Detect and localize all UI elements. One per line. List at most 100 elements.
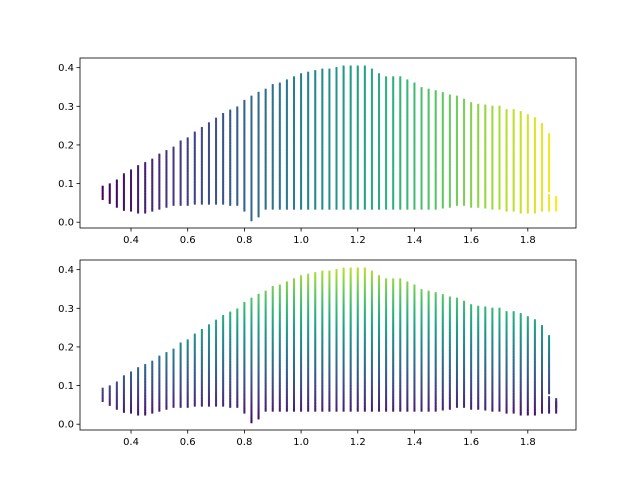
scatter-point bbox=[215, 139, 218, 142]
scatter-point bbox=[222, 140, 225, 143]
scatter-point bbox=[342, 190, 345, 193]
scatter-point bbox=[300, 152, 303, 155]
scatter-point bbox=[229, 356, 232, 359]
scatter-point bbox=[271, 122, 274, 125]
scatter-point bbox=[300, 119, 303, 122]
scatter-point bbox=[172, 365, 175, 368]
scatter-point bbox=[321, 167, 324, 170]
scatter-point bbox=[222, 148, 225, 151]
scatter-point bbox=[257, 210, 260, 213]
scatter-point bbox=[498, 111, 501, 114]
scatter-point bbox=[406, 96, 409, 99]
scatter-point bbox=[370, 153, 373, 156]
scatter-point bbox=[193, 179, 196, 182]
scatter-point bbox=[229, 334, 232, 337]
scatter-point bbox=[200, 353, 203, 356]
scatter-point bbox=[363, 87, 366, 90]
scatter-point bbox=[307, 155, 310, 158]
scatter-point bbox=[370, 173, 373, 176]
scatter-point bbox=[236, 151, 239, 154]
scatter-point bbox=[215, 332, 218, 335]
scatter-point bbox=[222, 173, 225, 176]
scatter-point bbox=[229, 385, 232, 388]
scatter-point bbox=[130, 189, 133, 192]
scatter-point bbox=[271, 139, 274, 142]
scatter-point bbox=[186, 384, 189, 387]
scatter-point bbox=[342, 79, 345, 82]
scatter-point bbox=[399, 94, 402, 97]
scatter-point bbox=[151, 189, 154, 192]
scatter-point bbox=[278, 85, 281, 88]
scatter-point bbox=[222, 328, 225, 331]
scatter-point bbox=[356, 87, 359, 90]
scatter-point bbox=[122, 395, 125, 398]
scatter-point bbox=[229, 311, 232, 314]
scatter-point bbox=[540, 141, 543, 144]
scatter-point bbox=[406, 121, 409, 124]
scatter-point bbox=[151, 408, 154, 411]
scatter-point bbox=[349, 76, 352, 79]
scatter-point bbox=[321, 116, 324, 119]
scatter-point bbox=[441, 140, 444, 143]
scatter-point bbox=[321, 104, 324, 107]
scatter-point bbox=[186, 395, 189, 397]
scatter-point bbox=[505, 177, 508, 180]
scatter-point bbox=[385, 124, 388, 127]
scatter-point bbox=[243, 102, 246, 105]
scatter-point bbox=[406, 150, 409, 153]
scatter-point bbox=[215, 327, 218, 330]
scatter-point bbox=[172, 182, 175, 185]
scatter-point bbox=[512, 158, 515, 161]
y-tick-label: 0.2 bbox=[58, 140, 74, 151]
scatter-point bbox=[285, 135, 288, 138]
scatter-point bbox=[540, 197, 543, 200]
scatter-point bbox=[271, 124, 274, 127]
scatter-point bbox=[264, 147, 267, 150]
scatter-point bbox=[434, 164, 437, 167]
scatter-point bbox=[250, 211, 253, 214]
scatter-point bbox=[215, 130, 218, 133]
scatter-point bbox=[285, 170, 288, 173]
scatter-point bbox=[243, 129, 246, 132]
scatter-point bbox=[455, 159, 458, 161]
scatter-point bbox=[300, 201, 303, 204]
scatter-point bbox=[108, 397, 111, 400]
scatter-point bbox=[179, 186, 182, 189]
scatter-point bbox=[115, 190, 118, 193]
scatter-point bbox=[137, 381, 140, 384]
scatter-point bbox=[165, 369, 168, 372]
scatter-point bbox=[434, 114, 437, 117]
scatter-point bbox=[158, 384, 161, 387]
scatter-point bbox=[215, 336, 218, 339]
scatter-point bbox=[328, 179, 331, 182]
scatter-point bbox=[491, 165, 494, 168]
scatter-point bbox=[130, 399, 133, 402]
scatter-point bbox=[307, 116, 310, 119]
scatter-point bbox=[130, 374, 133, 377]
scatter-point bbox=[321, 108, 324, 111]
scatter-point bbox=[363, 133, 366, 136]
scatter-point bbox=[172, 364, 175, 367]
scatter-point bbox=[363, 80, 366, 83]
scatter-point bbox=[491, 141, 494, 144]
scatter-point bbox=[264, 189, 267, 192]
scatter-point bbox=[441, 169, 444, 172]
scatter-point bbox=[448, 150, 451, 153]
scatter-point bbox=[314, 162, 317, 165]
scatter-point bbox=[434, 158, 437, 161]
scatter-point bbox=[243, 152, 246, 155]
scatter-point bbox=[413, 184, 416, 187]
scatter-point bbox=[448, 100, 451, 103]
scatter-point bbox=[186, 393, 189, 396]
scatter-point bbox=[207, 344, 210, 347]
scatter-point bbox=[307, 203, 310, 206]
scatter-point bbox=[158, 374, 161, 377]
scatter-point bbox=[229, 160, 232, 163]
scatter-point bbox=[165, 167, 168, 170]
scatter-point bbox=[243, 141, 246, 144]
scatter-point bbox=[165, 375, 168, 378]
scatter-point bbox=[342, 113, 345, 116]
scatter-point bbox=[434, 119, 437, 122]
scatter-point bbox=[484, 180, 487, 183]
scatter-point bbox=[413, 144, 416, 147]
